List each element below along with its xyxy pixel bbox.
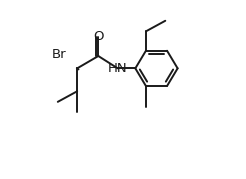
Text: O: O	[93, 30, 104, 43]
Text: HN: HN	[108, 62, 127, 75]
Text: Br: Br	[52, 48, 67, 61]
